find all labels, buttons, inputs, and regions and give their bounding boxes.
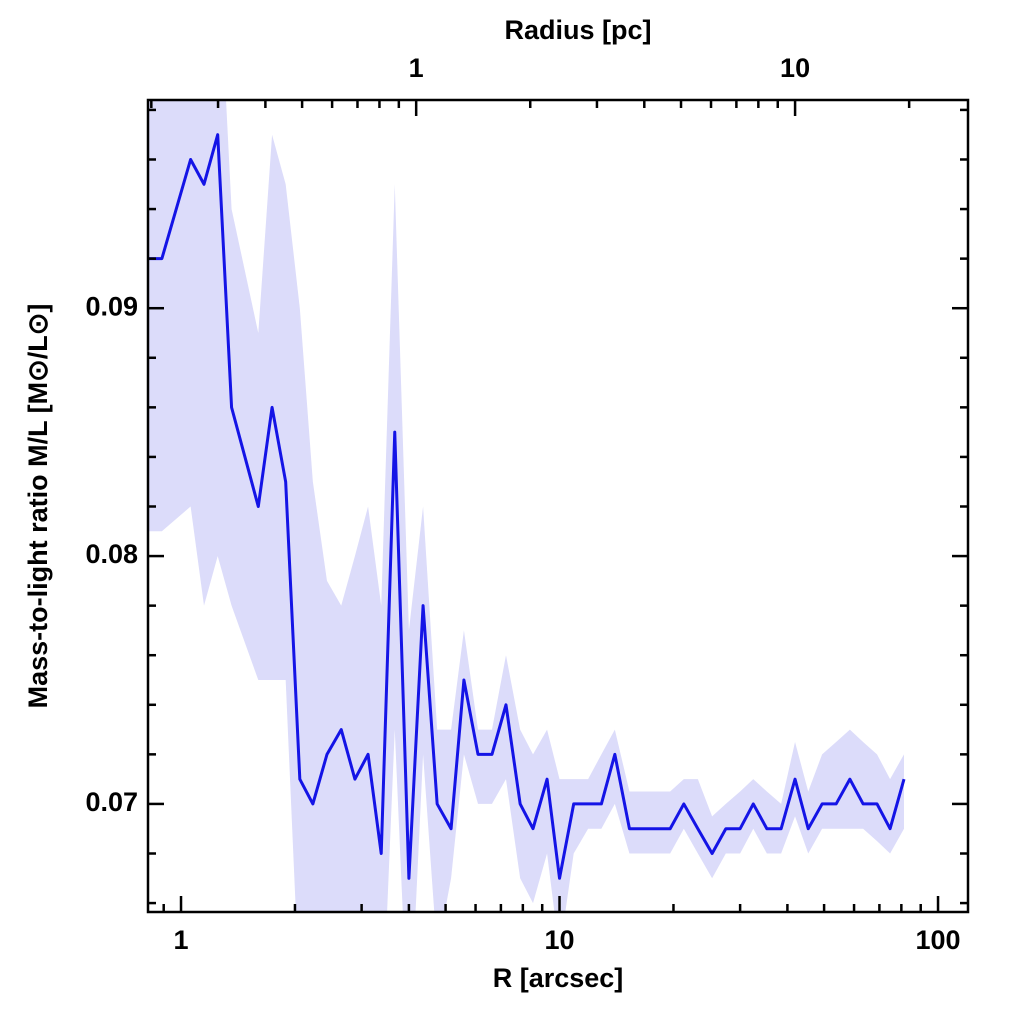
y-tick-label: 0.09 bbox=[85, 291, 138, 321]
x-axis-label: R [arcsec] bbox=[493, 963, 624, 993]
error-band bbox=[148, 100, 904, 912]
top-axis-label: Radius [pc] bbox=[504, 15, 651, 45]
plot-area bbox=[148, 100, 906, 912]
top-tick-label: 1 bbox=[409, 53, 424, 83]
y-tick-label: 0.08 bbox=[85, 539, 138, 569]
x-tick-label: 10 bbox=[545, 925, 575, 955]
y-tick-label: 0.07 bbox=[85, 787, 138, 817]
x-tick-label: 1 bbox=[174, 925, 189, 955]
x-tick-label: 100 bbox=[915, 925, 960, 955]
y-axis-label: Mass-to-light ratio M/L [M⊙/L⊙] bbox=[23, 304, 53, 709]
top-tick-label: 10 bbox=[780, 53, 810, 83]
data-line bbox=[148, 133, 906, 880]
